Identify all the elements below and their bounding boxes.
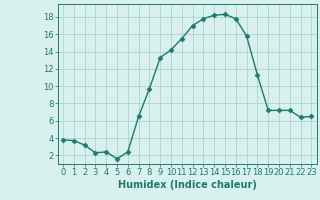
X-axis label: Humidex (Indice chaleur): Humidex (Indice chaleur) — [118, 180, 257, 190]
